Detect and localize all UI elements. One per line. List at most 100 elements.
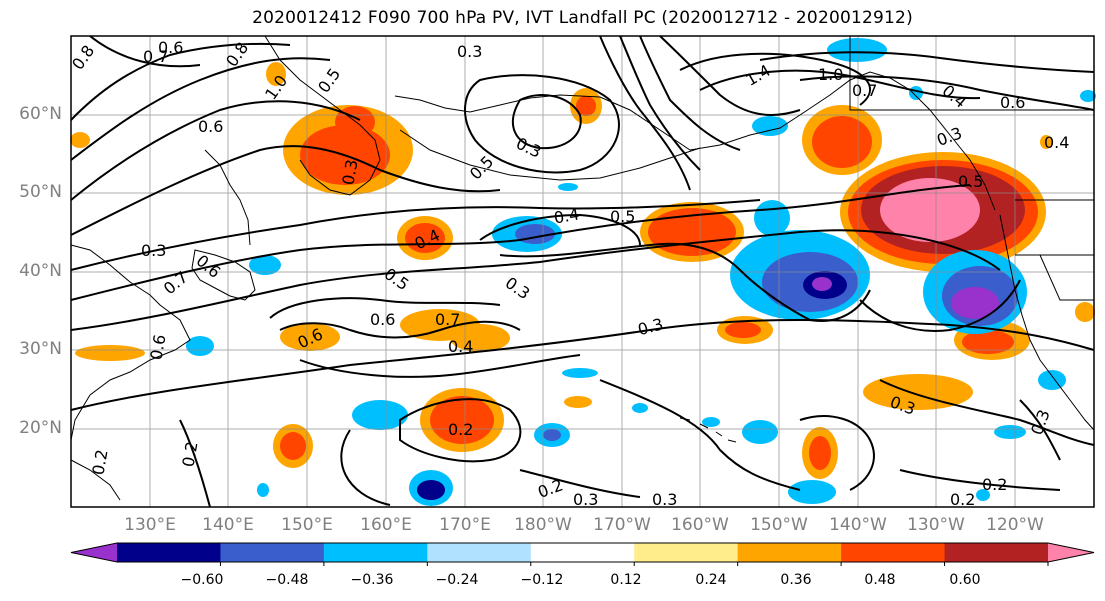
negative-anomaly — [742, 420, 778, 444]
colorbar-tick-label: 0.24 — [695, 572, 727, 588]
lon-label: 150°E — [281, 515, 333, 535]
contour-label: 0.6 — [146, 333, 169, 361]
contour-label: 0.3 — [573, 490, 598, 509]
positive-anomaly — [564, 396, 592, 408]
contour-label: 0.3 — [141, 241, 166, 260]
asia-coast — [70, 244, 191, 441]
lon-label: 150°W — [750, 515, 808, 535]
negative-anomaly — [1080, 90, 1096, 102]
colorbar-tick-label: −0.24 — [435, 572, 479, 588]
colorbar-segment — [841, 543, 946, 562]
lon-label: 170°E — [439, 515, 491, 535]
contour-label: 0.3 — [652, 490, 677, 509]
figure-title: 2020012412 F090 700 hPa PV, IVT Landfall… — [252, 8, 913, 28]
contour-label: 0.3 — [338, 158, 361, 186]
colorbar-tick-label: −0.12 — [520, 572, 564, 588]
colorbar — [70, 542, 1095, 566]
negative-anomaly — [352, 400, 408, 430]
pv-contours — [70, 35, 1095, 508]
colorbar-tick-label: −0.60 — [180, 572, 224, 588]
colorbar-segment — [220, 543, 325, 562]
lat-label: 60°N — [19, 104, 62, 124]
positive-anomaly — [70, 132, 90, 148]
negative-anomaly — [417, 480, 445, 500]
negative-anomaly — [788, 480, 836, 504]
negative-anomaly — [976, 489, 990, 501]
sakhalin-coast — [204, 149, 251, 246]
lon-label: 140°W — [829, 515, 887, 535]
negative-anomaly — [994, 425, 1026, 439]
japan-coast — [191, 249, 256, 301]
contour-label: 0.6 — [370, 310, 395, 329]
contour-label: 0.7 — [852, 81, 877, 100]
lon-label: 120°W — [986, 515, 1044, 535]
contour-label: 0.7 — [143, 47, 168, 66]
positive-anomaly — [880, 178, 980, 242]
us-borders — [1015, 199, 1094, 301]
colorbar-segment — [530, 543, 635, 562]
contour-label: 0.6 — [198, 117, 223, 136]
contour-label: 0.5 — [958, 172, 983, 191]
contour-label: 0.2 — [448, 420, 473, 439]
colorbar-segment — [737, 543, 842, 562]
lat-label: 20°N — [19, 418, 62, 438]
positive-anomaly — [266, 62, 286, 86]
colorbar-tick-label: 0.36 — [780, 572, 812, 588]
negative-anomaly — [257, 483, 269, 497]
contour-label: 0.4 — [552, 204, 580, 227]
colorbar-tick-label: 0.48 — [864, 572, 896, 588]
negative-anomaly — [812, 277, 832, 291]
negative-anomaly — [562, 368, 598, 378]
lat-label: 40°N — [19, 261, 62, 281]
colorbar-segment — [323, 543, 428, 562]
positive-anomaly — [962, 330, 1014, 354]
positive-anomaly — [75, 345, 145, 361]
negative-anomaly — [186, 336, 214, 356]
contour-label: 0.2 — [982, 475, 1007, 494]
colorbar-tick-label: 0.60 — [949, 572, 981, 588]
contour-label: 0.2 — [88, 448, 111, 476]
positive-anomaly — [1075, 302, 1095, 322]
positive-anomaly — [812, 116, 872, 168]
negative-anomaly — [951, 287, 999, 319]
lon-label: 180°W — [514, 515, 572, 535]
contour-label: 0.3 — [457, 42, 482, 61]
lon-label: 160°E — [360, 515, 412, 535]
lon-label: 130°W — [907, 515, 965, 535]
canada-border — [849, 36, 1094, 111]
positive-anomaly — [280, 323, 340, 351]
positive-anomaly — [576, 96, 596, 116]
positive-anomaly — [405, 223, 445, 253]
positive-anomaly — [430, 396, 494, 444]
positive-anomaly — [280, 432, 306, 460]
ivt-anomaly-fill — [70, 38, 1096, 506]
negative-anomaly — [1038, 370, 1066, 390]
negative-anomaly — [702, 417, 720, 427]
lon-label: 140°E — [202, 515, 254, 535]
lon-label: 170°W — [593, 515, 651, 535]
contour-label: 0.4 — [448, 337, 473, 356]
lat-label: 50°N — [19, 182, 62, 202]
lon-label: 160°W — [671, 515, 729, 535]
colorbar-segment — [944, 543, 1049, 562]
aleutians — [399, 129, 701, 181]
positive-anomaly — [725, 322, 761, 338]
negative-anomaly — [543, 429, 561, 441]
colorbar-segment — [634, 543, 739, 562]
colorbar-outline — [70, 542, 1095, 563]
negative-anomaly — [249, 255, 281, 275]
map-frame — [70, 35, 1095, 508]
positive-anomaly — [809, 436, 831, 470]
contour-label: 0.2 — [950, 490, 975, 509]
colorbar-tick-label: 0.12 — [610, 572, 642, 588]
lon-label: 130°E — [124, 515, 176, 535]
positive-anomaly — [1040, 135, 1052, 149]
colorbar-extend-min — [71, 543, 117, 562]
north-america-coast — [999, 214, 1095, 431]
positive-anomaly — [863, 374, 973, 410]
contour-label: 0.2 — [178, 440, 201, 468]
colorbar-tick-label: −0.36 — [350, 572, 394, 588]
contour-label: 0.7 — [435, 310, 460, 329]
kamchatka-coast — [264, 35, 381, 196]
